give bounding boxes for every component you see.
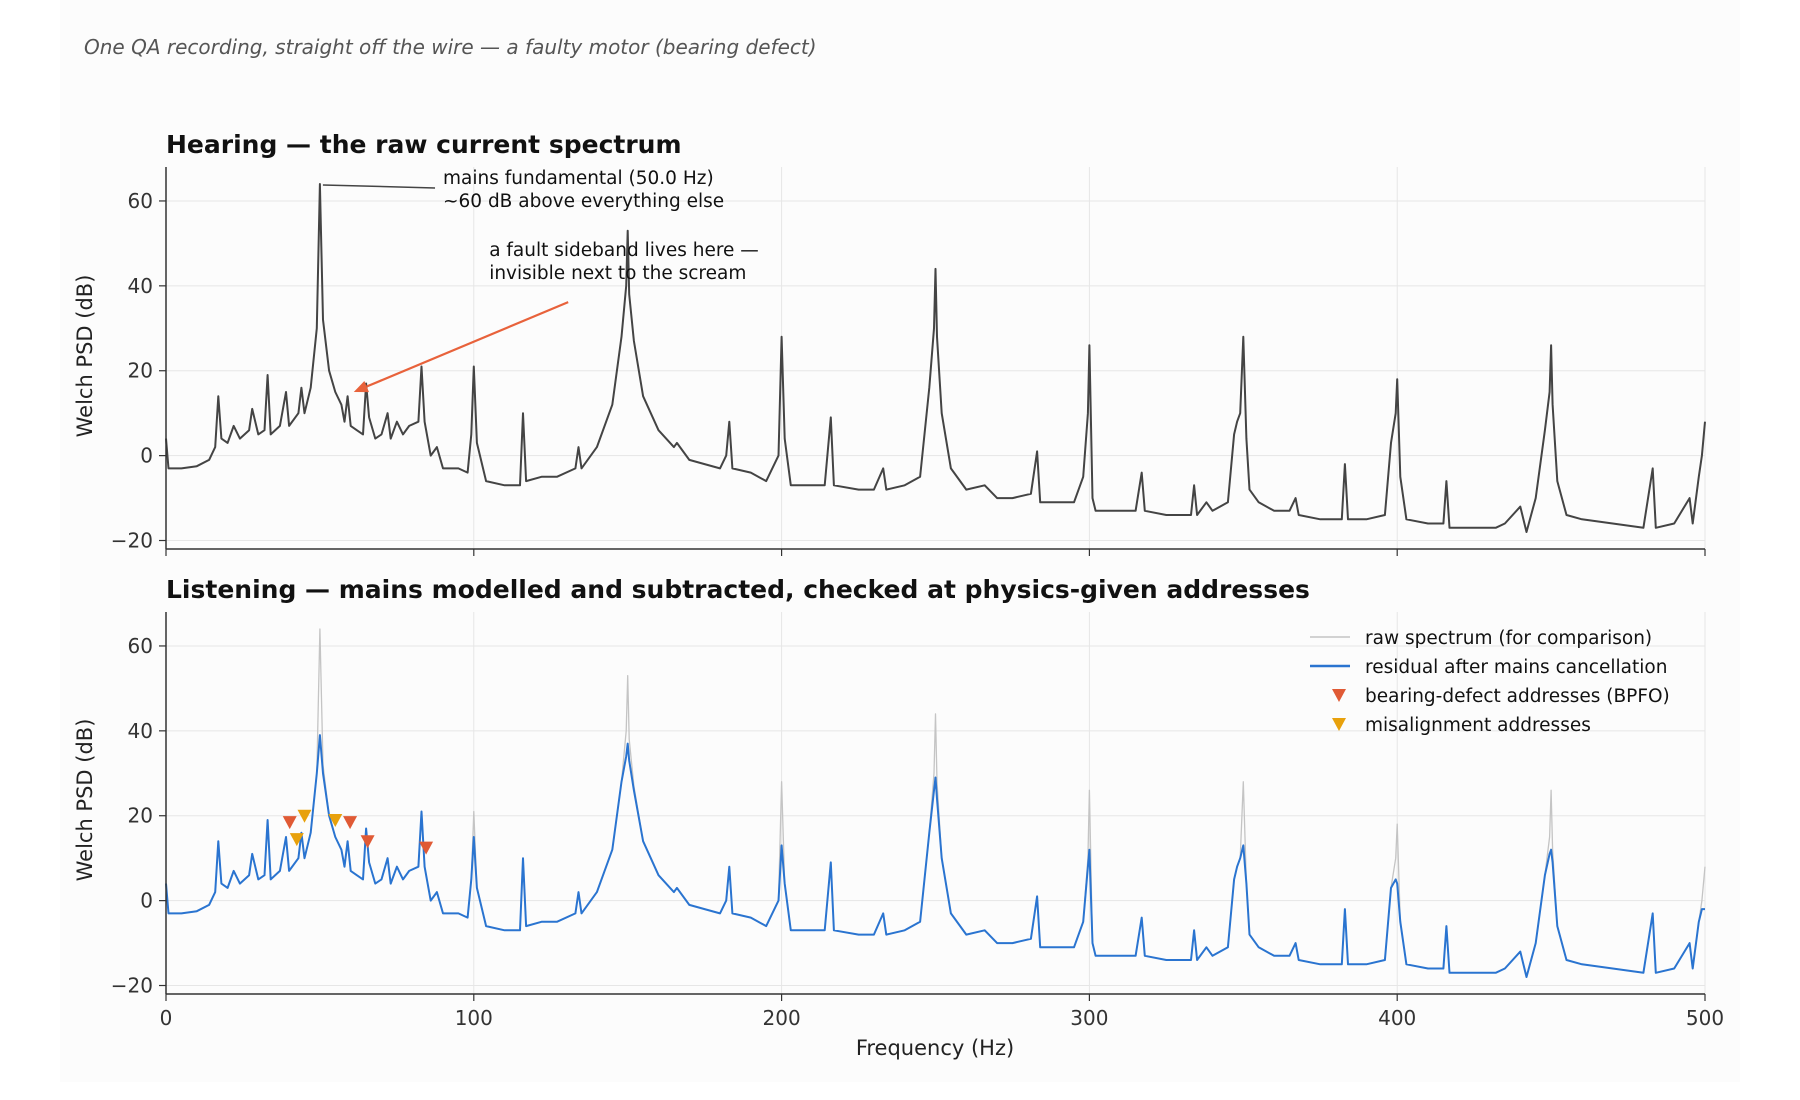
- plot-panel-raw: Hearing — the raw current spectrum Welch…: [73, 130, 1706, 556]
- annotation-text-1-0: a fault sideband lives here —: [489, 240, 759, 261]
- residual-xtick-label-0: 0: [160, 1006, 173, 1030]
- legend-marker-3: [1332, 718, 1346, 731]
- raw-ytick-label-0: 0: [140, 444, 153, 468]
- figure-suptitle: One QA recording, straight off the wire …: [84, 35, 817, 59]
- annotation-text-0-0: mains fundamental (50.0 Hz): [443, 168, 714, 189]
- residual-marker-2-3: [419, 841, 434, 855]
- residual-ytick-label-20: 20: [128, 804, 153, 828]
- legend-label-3: misalignment addresses: [1365, 715, 1591, 736]
- residual-marker-3-2: [328, 813, 343, 827]
- residual-xtick-label-500: 500: [1686, 1006, 1724, 1030]
- residual-xtick-label-200: 200: [763, 1006, 801, 1030]
- legend-label-2: bearing-defect addresses (BPFO): [1365, 686, 1670, 707]
- annotation-arrow-line-1: [366, 301, 569, 388]
- raw-ytick-label--20: −20: [111, 529, 153, 553]
- raw-ytick-label-20: 20: [128, 359, 153, 383]
- residual-ytick-label-0: 0: [140, 889, 153, 913]
- annotation-text-0-1: ~60 dB above everything else: [443, 191, 724, 212]
- residual-panel-plot-area: −20 0 20 40 60 0 100 200 300 400 500 raw spectrum (…: [111, 612, 1724, 1030]
- annotation-arrowhead-1: [353, 381, 369, 393]
- residual-series-line-1: [165, 734, 1705, 978]
- raw-series-line-0: [165, 183, 1706, 533]
- residual-marker-3-0: [289, 833, 304, 847]
- raw-ytick-label-40: 40: [128, 274, 153, 298]
- raw-panel-plot-area: −20 0 20 40 60 mains fundamental (50.0 Hz)~60…: [111, 167, 1706, 556]
- raw-panel-ylabel: Welch PSD (dB): [73, 275, 97, 438]
- residual-panel-title: Listening — mains modelled and subtracte…: [166, 575, 1310, 604]
- legend-marker-2: [1332, 689, 1346, 702]
- legend-label-1: residual after mains cancellation: [1365, 657, 1667, 678]
- residual-xtick-label-300: 300: [1070, 1006, 1108, 1030]
- plot-panel-residual: Listening — mains modelled and subtracte…: [73, 575, 1724, 1060]
- annotation-leader-line-0: [322, 184, 436, 189]
- residual-marker-2-2: [360, 835, 375, 849]
- legend-label-0: raw spectrum (for comparison): [1365, 628, 1652, 649]
- x-axis-label: Frequency (Hz): [856, 1036, 1014, 1060]
- residual-ytick-label-60: 60: [128, 634, 153, 658]
- residual-ytick-label--20: −20: [111, 974, 153, 998]
- raw-ytick-label-60: 60: [128, 189, 153, 213]
- residual-xtick-label-100: 100: [455, 1006, 493, 1030]
- raw-panel-title: Hearing — the raw current spectrum: [166, 130, 682, 159]
- residual-marker-3-1: [297, 809, 312, 823]
- residual-marker-2-1: [343, 816, 358, 830]
- annotation-text-1-1: invisible next to the scream: [489, 263, 746, 284]
- residual-panel-ylabel: Welch PSD (dB): [73, 719, 97, 882]
- residual-marker-2-0: [282, 816, 297, 830]
- residual-xtick-label-400: 400: [1378, 1006, 1416, 1030]
- residual-ytick-label-40: 40: [128, 719, 153, 743]
